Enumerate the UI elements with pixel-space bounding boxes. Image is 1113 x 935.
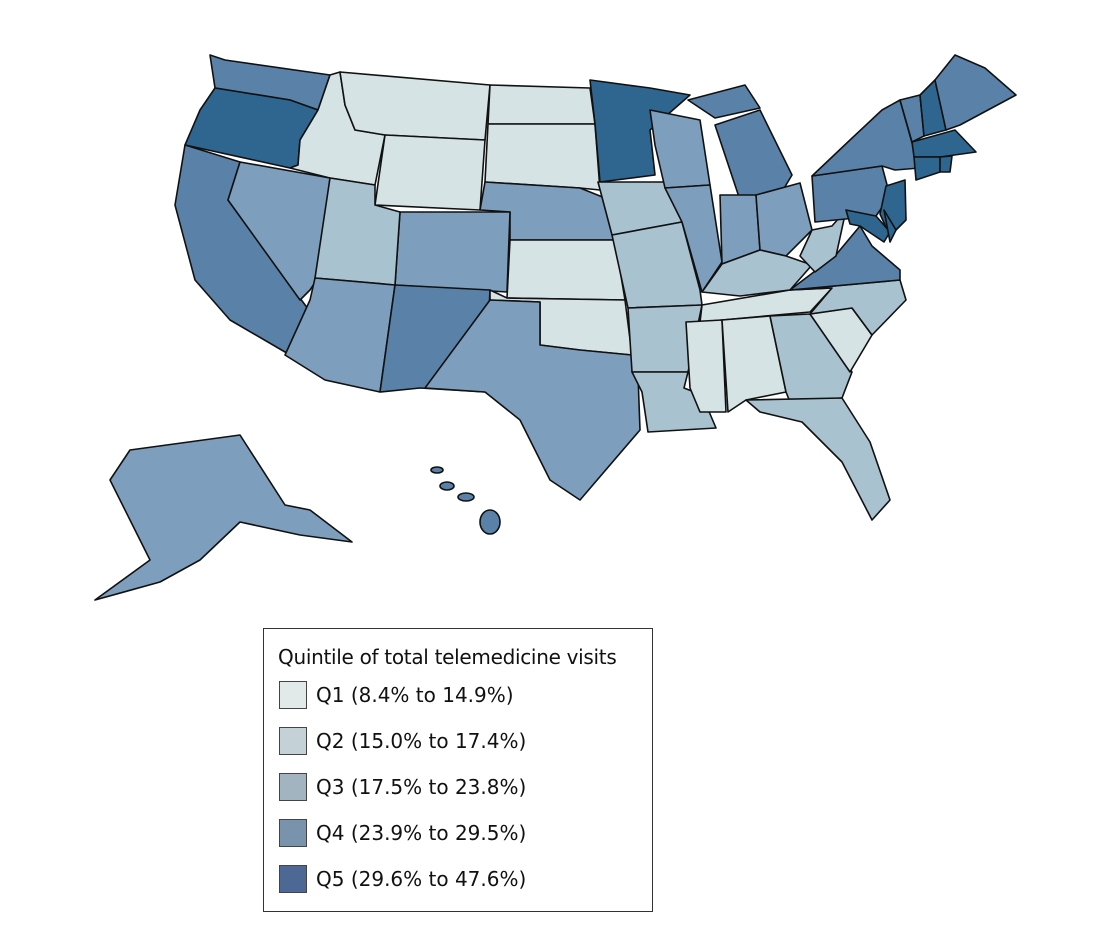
legend-item-q4: Q4 (23.9% to 29.5%) <box>279 817 526 849</box>
state-hi <box>439 481 455 491</box>
state-al <box>721 315 787 413</box>
legend-item-q2: Q2 (15.0% to 17.4%) <box>279 725 526 757</box>
legend-swatch-q3 <box>279 773 307 801</box>
state-mi <box>687 84 761 119</box>
state-id <box>289 71 386 186</box>
us-choropleth-map <box>94 54 1017 601</box>
state-ma <box>911 129 977 158</box>
state-ct <box>913 156 941 181</box>
state-tx <box>424 299 641 501</box>
legend-swatch-q5 <box>279 865 307 893</box>
legend-item-q3: Q3 (17.5% to 23.8%) <box>279 771 526 803</box>
legend-title: Quintile of total telemedicine visits <box>278 645 617 669</box>
state-ms <box>685 319 727 413</box>
state-mn <box>589 79 691 183</box>
state-de <box>883 209 897 243</box>
state-mt <box>339 71 491 141</box>
state-wi <box>649 109 711 189</box>
state-ky <box>701 249 813 297</box>
legend-label-q3: Q3 (17.5% to 23.8%) <box>316 775 527 799</box>
state-nd <box>487 84 596 125</box>
state-fl <box>745 397 891 521</box>
state-ks <box>506 239 626 301</box>
legend-label-q2: Q2 (15.0% to 17.4%) <box>316 729 527 753</box>
state-sd <box>484 123 601 191</box>
state-hi <box>430 466 444 474</box>
state-hi <box>457 492 475 502</box>
state-wy <box>374 134 486 211</box>
legend-swatch-q4 <box>279 819 307 847</box>
state-co <box>394 211 511 293</box>
state-oh <box>755 182 813 257</box>
legend-label-q1: Q1 (8.4% to 14.9%) <box>316 683 514 707</box>
legend-swatch-q1 <box>279 681 307 709</box>
state-mi <box>714 109 793 201</box>
legend-item-q1: Q1 (8.4% to 14.9%) <box>279 679 514 711</box>
state-mo <box>611 221 703 309</box>
state-hi <box>479 509 501 535</box>
state-ri <box>939 155 953 173</box>
legend-label-q4: Q4 (23.9% to 29.5%) <box>316 821 527 845</box>
state-md <box>845 209 891 243</box>
legend: Quintile of total telemedicine visits Q1… <box>263 628 653 912</box>
state-ak <box>94 434 353 601</box>
state-nc <box>789 279 907 336</box>
legend-swatch-q2 <box>279 727 307 755</box>
legend-label-q5: Q5 (29.6% to 47.6%) <box>316 867 527 891</box>
legend-item-q5: Q5 (29.6% to 47.6%) <box>279 863 526 895</box>
state-me <box>934 54 1017 131</box>
